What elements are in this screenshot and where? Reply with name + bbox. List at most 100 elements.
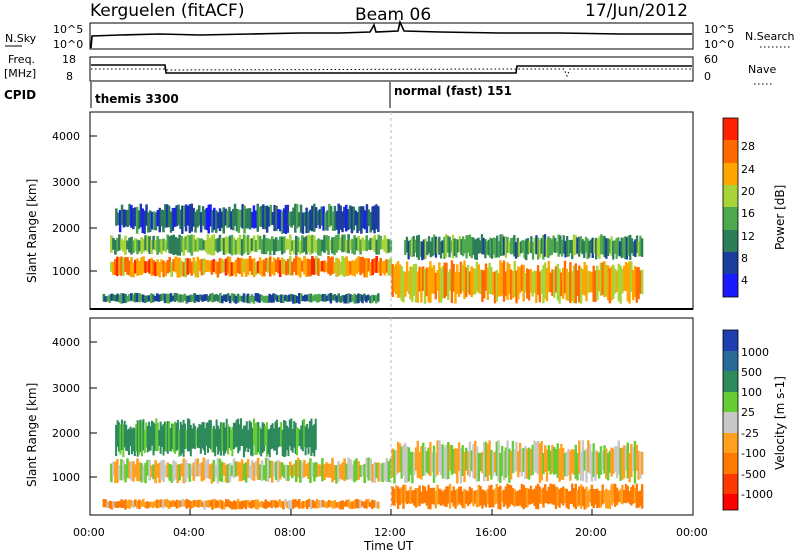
power-echo-cell (132, 262, 135, 278)
power-echo-cell (236, 257, 240, 274)
velocity-echo-cell (309, 458, 312, 483)
velocity-echo-cell (183, 500, 187, 507)
velocity-echo-cell (495, 483, 498, 504)
power-echo-cell (167, 205, 171, 228)
velocity-echo-cell (628, 490, 631, 504)
power-echo-cell (130, 205, 133, 228)
velocity-echo-cell (463, 488, 466, 509)
velocity-echo-cell (179, 500, 183, 507)
power-echo-cell (535, 271, 538, 304)
power-echo-cell (347, 293, 350, 304)
power-echo-cell (149, 210, 152, 232)
power-echo-cell (189, 294, 192, 302)
time-tick-1600: 16:00 (475, 526, 507, 539)
power-echo-cell (305, 236, 308, 255)
velocity-echo-cell (317, 500, 321, 508)
power-echo-cell (445, 262, 448, 297)
power-echo-cell (579, 267, 583, 304)
power-echo-cell (555, 241, 559, 253)
velocity-colorbar: 1000 500 100 25 -25 -100 -500 -1000 Velo… (722, 329, 787, 511)
velocity-echo-cell (282, 501, 285, 510)
velocity-echo-cell (413, 490, 416, 506)
velocity-echo-cell (486, 488, 489, 504)
power-echo-cell (383, 260, 387, 276)
velocity-echo-cell (626, 442, 629, 479)
velocity-echo-cell (172, 423, 175, 452)
velocity-echo-cell (195, 500, 198, 507)
velocity-echo-cell (373, 500, 376, 508)
velocity-echo-cell (153, 500, 157, 507)
velocity-echo-cell (309, 499, 313, 510)
power-echo-cell (339, 205, 342, 230)
power-echo-cell (276, 239, 280, 252)
velocity-echo-cell (132, 427, 135, 452)
velocity-echo-cell (325, 501, 329, 509)
velocity-echo-cell (635, 483, 638, 509)
velocity-echo-cell (179, 421, 182, 456)
velocity-echo-cell (120, 499, 123, 508)
velocity-echo-cell (212, 425, 215, 453)
velocity-echo-cell (369, 458, 373, 481)
power-echo-cell (258, 294, 262, 303)
power-echo-cell (230, 234, 234, 256)
velocity-echo-cell (560, 487, 563, 504)
velocity-echo-cell (501, 490, 504, 503)
power-echo-cell (488, 262, 491, 295)
velocity-echo-cell (198, 424, 201, 449)
velocity-echo-cell (185, 429, 188, 449)
velocity-echo-cell (305, 499, 309, 510)
velocity-echo-cell (547, 445, 550, 471)
velocity-echo-cell (524, 446, 527, 479)
velocity-echo-cell (441, 444, 445, 479)
power-echo-cell (258, 257, 262, 275)
power-echo-cell (228, 256, 232, 277)
power-echo-cell (207, 295, 210, 303)
power-echo-cell (318, 209, 322, 229)
velocity-echo-cell (531, 489, 534, 504)
velocity-echo-cell (164, 464, 168, 477)
power-echo-cell (456, 264, 459, 295)
power-echo-cell (329, 257, 332, 276)
velocity-echo-cell (517, 490, 520, 507)
power-echo-cell (436, 270, 439, 291)
velocity-echo-cell (292, 499, 295, 509)
velocity-echo-cell (508, 448, 511, 483)
power-echo-cell (400, 265, 403, 301)
velocity-echo-cell (176, 419, 179, 450)
power-echo-cell (167, 294, 171, 304)
velocity-echo-cell (169, 428, 172, 452)
power-echo-cell (610, 266, 613, 301)
nave-label: Nave (748, 63, 776, 76)
power-cbar-tick-16: 16 (741, 207, 755, 220)
power-echo-cell (319, 261, 322, 272)
velocity-echo-cell (542, 453, 545, 475)
velocity-echo-cell (425, 490, 428, 506)
power-echo-cell (345, 256, 348, 276)
velocity-echo-cell (298, 499, 301, 509)
power-echo-cell (296, 296, 299, 303)
power-echo-cell (278, 294, 281, 303)
power-echo-cell (134, 292, 137, 303)
velocity-echo-cell (307, 428, 310, 455)
beam-title: Beam 06 (355, 5, 431, 25)
power-echo-cell (363, 210, 367, 230)
power-echo-cell (621, 268, 624, 294)
velocity-echo-cell (285, 464, 288, 481)
power-echo-cell (410, 237, 414, 257)
power-echo-cell (254, 210, 258, 229)
velocity-echo-cell (301, 420, 304, 452)
velocity-echo-cell (567, 491, 570, 510)
power-echo-cell (287, 258, 290, 275)
power-echo-cell (174, 236, 178, 255)
power-panel: Slant Range [km] 4000 3000 2000 1000 28 … (25, 111, 787, 310)
power-echo-cell (216, 261, 220, 278)
power-echo-cell (254, 262, 258, 276)
power-echo-cell (256, 203, 259, 232)
velocity-echo-cell (165, 422, 168, 452)
power-echo-cell (178, 257, 182, 278)
power-echo-cell (560, 272, 563, 297)
velocity-echo-cell (483, 490, 486, 506)
power-echo-cell (326, 210, 329, 231)
power-echo-cell (264, 237, 268, 255)
power-echo-cell (170, 235, 174, 254)
